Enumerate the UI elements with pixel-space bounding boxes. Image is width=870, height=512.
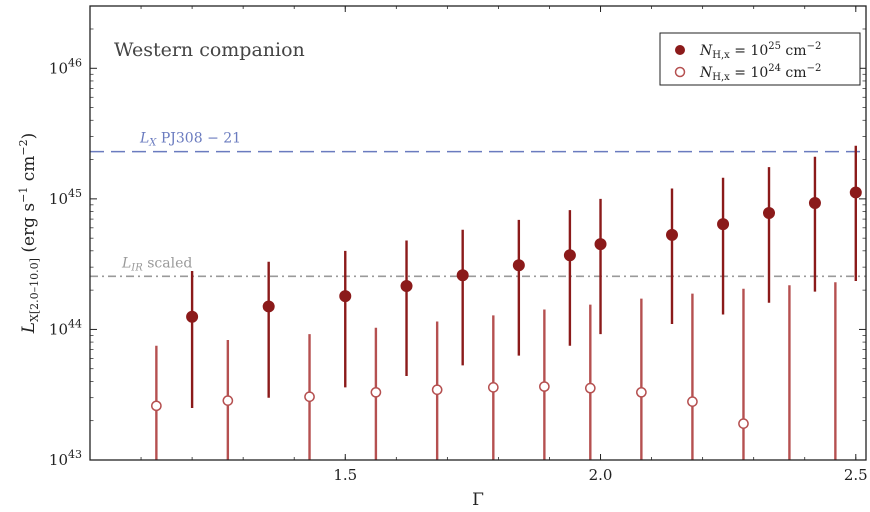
data-point bbox=[666, 228, 678, 241]
data-point bbox=[487, 382, 499, 393]
legend-box bbox=[659, 32, 861, 86]
data-point bbox=[717, 218, 730, 231]
data-point bbox=[849, 186, 862, 199]
plot-frame bbox=[89, 5, 867, 461]
legend-entry: NH,x = 1024 cm−2 bbox=[674, 63, 821, 83]
data-point bbox=[339, 290, 352, 303]
reference-lines: LX PJ308 − 21 LIR scaled bbox=[90, 131, 866, 278]
legend-marker bbox=[675, 45, 685, 55]
legend-label: NH,x = 1024 cm−2 bbox=[699, 63, 821, 83]
series-layer bbox=[151, 145, 862, 460]
y-tick-label: 1043 bbox=[49, 448, 82, 469]
data-point bbox=[370, 386, 382, 398]
data-point bbox=[431, 384, 443, 396]
data-point bbox=[186, 310, 199, 323]
data-point bbox=[151, 400, 162, 412]
data-point bbox=[304, 391, 315, 403]
legend: NH,x = 1025 cm−2NH,x = 1024 cm−2 bbox=[659, 32, 861, 86]
data-point bbox=[222, 395, 234, 406]
legend-marker bbox=[674, 66, 686, 78]
x-tick-label: 1.5 bbox=[333, 466, 357, 484]
data-point bbox=[456, 269, 469, 282]
panel-title: Western companion bbox=[114, 39, 305, 61]
data-point bbox=[594, 238, 607, 251]
x-tick-label: 2.0 bbox=[589, 466, 613, 484]
series-2 bbox=[151, 282, 837, 460]
data-point bbox=[808, 196, 821, 209]
data-point bbox=[584, 382, 596, 394]
data-point bbox=[636, 386, 647, 398]
reference-line-label: LX PJ308 − 21 bbox=[139, 131, 241, 149]
data-point bbox=[262, 300, 275, 313]
series-1 bbox=[186, 145, 862, 409]
data-point bbox=[512, 259, 525, 272]
x-axis-title: Γ bbox=[472, 490, 484, 510]
y-tick-label: 1044 bbox=[49, 317, 82, 338]
data-point bbox=[563, 249, 576, 262]
reference-line-label: LIR scaled bbox=[121, 255, 192, 273]
data-point bbox=[763, 206, 775, 219]
data-point bbox=[539, 381, 550, 392]
legend-label: NH,x = 1025 cm−2 bbox=[699, 41, 821, 61]
x-tick-label: 2.5 bbox=[844, 466, 868, 484]
data-point bbox=[687, 396, 698, 407]
y-axis-title: LX[2.0–10.0] (erg s−1 cm−2) bbox=[17, 133, 41, 335]
y-tick-label: 1046 bbox=[49, 56, 82, 77]
axis-ticks: 1.5 2.0 2.5 1043 1044 1045 1046 bbox=[49, 5, 868, 484]
legend-entry: NH,x = 1025 cm−2 bbox=[675, 41, 821, 61]
data-point bbox=[400, 280, 413, 293]
y-tick-label: 1045 bbox=[49, 187, 82, 208]
data-point bbox=[738, 418, 749, 429]
